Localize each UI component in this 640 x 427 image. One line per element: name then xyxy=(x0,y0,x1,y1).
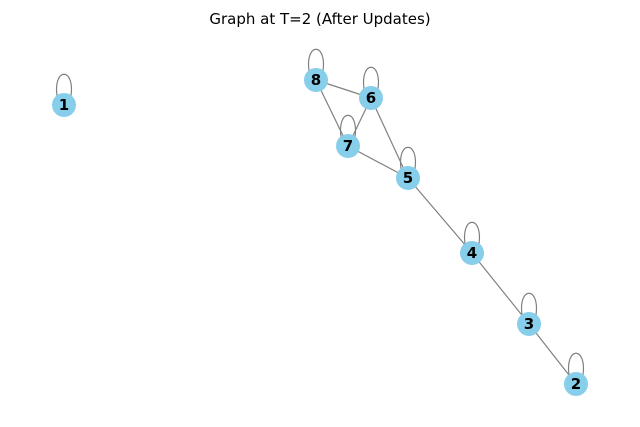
node-label-2: 2 xyxy=(571,375,581,393)
node-circle-5 xyxy=(396,166,420,190)
node-circle-4 xyxy=(460,241,484,265)
node-circle-2 xyxy=(564,372,588,396)
node-2: 2 xyxy=(564,372,588,396)
node-circle-1 xyxy=(52,93,76,117)
graph-title: Graph at T=2 (After Updates) xyxy=(209,10,430,28)
self-loop-2 xyxy=(567,352,585,376)
node-label-1: 1 xyxy=(59,96,69,114)
edge-3-2 xyxy=(528,323,577,385)
node-label-6: 6 xyxy=(366,89,376,107)
node-4: 4 xyxy=(460,241,484,265)
self-loop-8 xyxy=(307,48,325,72)
edge-6-5 xyxy=(370,97,409,179)
node-circle-6 xyxy=(359,86,383,110)
self-loop-4 xyxy=(463,221,481,245)
self-loop-1 xyxy=(55,73,73,97)
node-circle-8 xyxy=(304,68,328,92)
node-7: 7 xyxy=(336,134,360,158)
node-circle-3 xyxy=(517,312,541,336)
node-circle-7 xyxy=(336,134,360,158)
nodes-layer: 1 2 3 4 5 6 7 8 xyxy=(52,68,588,396)
edge-8-7 xyxy=(315,79,349,147)
node-8: 8 xyxy=(304,68,328,92)
edges-layer xyxy=(55,48,585,385)
node-6: 6 xyxy=(359,86,383,110)
node-3: 3 xyxy=(517,312,541,336)
node-label-8: 8 xyxy=(311,71,321,89)
node-label-7: 7 xyxy=(343,137,353,155)
self-loop-6 xyxy=(362,66,380,90)
edge-5-4 xyxy=(407,177,473,254)
node-1: 1 xyxy=(52,93,76,117)
node-label-4: 4 xyxy=(467,244,477,262)
edge-4-3 xyxy=(471,252,530,325)
node-5: 5 xyxy=(396,166,420,190)
self-loop-3 xyxy=(520,292,538,316)
node-label-3: 3 xyxy=(524,315,534,333)
node-label-5: 5 xyxy=(403,169,413,187)
